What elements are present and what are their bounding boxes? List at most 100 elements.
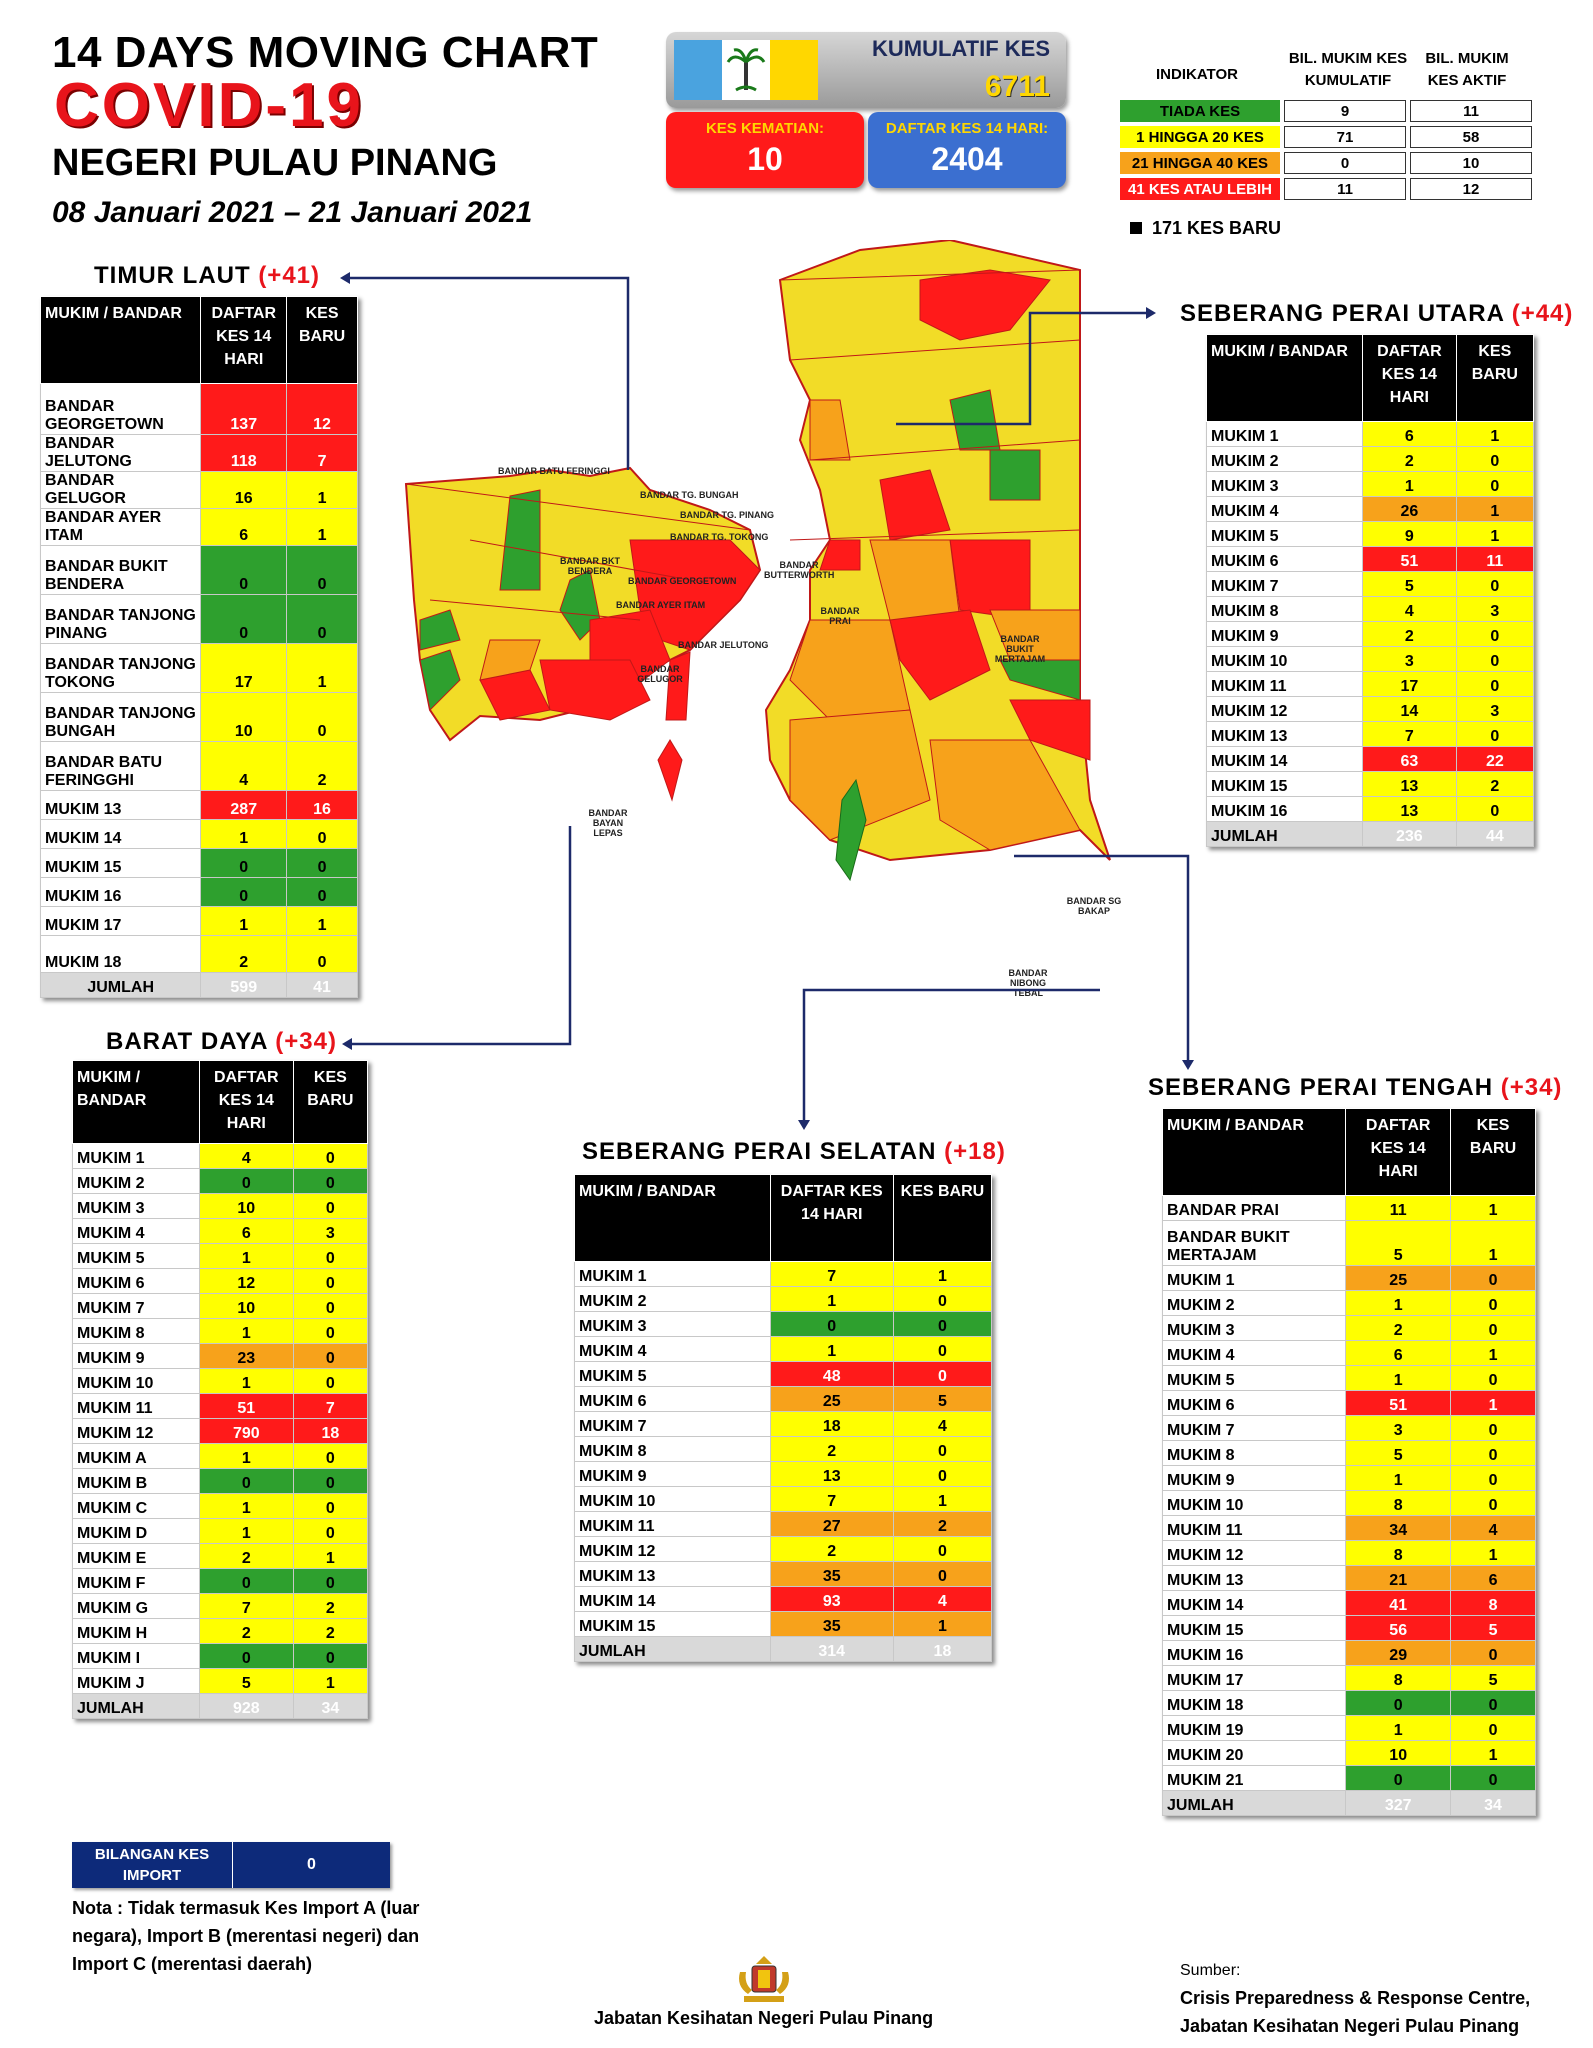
- indicator-table: TIADA KES 9 11 1 HINGGA 20 KES 71 58 21 HINGGA…: [1116, 96, 1536, 204]
- table-row: MUKIM 5 48 0: [574, 1361, 993, 1387]
- row-name: MUKIM 4: [72, 1218, 200, 1244]
- row-kes-baru: 0: [292, 1643, 369, 1669]
- row-kes-baru: 0: [892, 1286, 993, 1312]
- table-header: MUKIM / BANDAR DAFTAR KES 14 HARI KES BARU: [72, 1060, 369, 1144]
- table-row: MUKIM 19 1 0: [1161, 1715, 1536, 1741]
- row-kes-baru: 0: [1450, 1640, 1536, 1666]
- indicator-aktif: 10: [1410, 152, 1532, 174]
- row-kes-baru: 8: [1450, 1590, 1536, 1616]
- timur-laut-plus: (+41): [258, 262, 321, 289]
- table-header: MUKIM / BANDAR DAFTAR KES 14 HARI KES BARU: [1161, 1108, 1536, 1196]
- table-header: MUKIM / BANDAR DAFTAR KES 14 HARI KES BARU: [574, 1174, 993, 1262]
- row-daftar-14-hari: 51: [1345, 1390, 1452, 1416]
- row-name: MUKIM 1: [1205, 421, 1364, 447]
- table-row: MUKIM 11 27 2: [574, 1511, 993, 1537]
- total-daftar: 599: [200, 972, 288, 998]
- row-daftar-14-hari: 2: [198, 1618, 294, 1644]
- sps-title: SEBERANG PERAI SELATAN (+18): [582, 1138, 1006, 1166]
- row-name: MUKIM 13: [1161, 1565, 1347, 1591]
- column-header: KES BARU: [1455, 334, 1535, 422]
- table-row: BANDAR PRAI 11 1: [1161, 1195, 1536, 1221]
- row-kes-baru: 3: [1455, 696, 1535, 722]
- row-daftar-14-hari: 7: [198, 1593, 294, 1619]
- total-row: JUMLAH 314 18: [574, 1636, 993, 1662]
- table-row: MUKIM 13 21 6: [1161, 1565, 1536, 1591]
- column-header: KES BARU: [1450, 1108, 1536, 1196]
- row-kes-baru: 1: [892, 1486, 993, 1512]
- row-name: MUKIM G: [72, 1593, 200, 1619]
- new-cases-label: 171 KES BARU: [1152, 218, 1282, 238]
- total-label: JUMLAH: [574, 1636, 771, 1662]
- row-daftar-14-hari: 0: [200, 594, 288, 644]
- row-daftar-14-hari: 1: [769, 1336, 894, 1362]
- row-name: BANDAR PRAI: [1161, 1195, 1347, 1221]
- row-name: BANDAR GELUGOR: [39, 471, 202, 509]
- row-daftar-14-hari: 0: [1345, 1690, 1452, 1716]
- row-daftar-14-hari: 1: [1345, 1290, 1452, 1316]
- total-kes-baru: 18: [892, 1636, 993, 1662]
- row-kes-baru: 0: [292, 1443, 369, 1469]
- table-row: MUKIM 12 14 3: [1205, 696, 1535, 722]
- covid-title: COVID-19: [54, 71, 364, 140]
- row-kes-baru: 0: [1450, 1365, 1536, 1391]
- row-name: MUKIM 2: [574, 1286, 771, 1312]
- row-daftar-14-hari: 3: [1362, 646, 1457, 672]
- footer-source-1: Crisis Preparedness & Response Centre,: [1180, 1988, 1531, 2008]
- row-daftar-14-hari: 41: [1345, 1590, 1452, 1616]
- indikator-header: INDIKATOR: [1156, 66, 1238, 83]
- row-name: MUKIM 6: [1205, 546, 1364, 572]
- table-row: MUKIM 16 13 0: [1205, 796, 1535, 822]
- row-kes-baru: 2: [292, 1618, 369, 1644]
- row-daftar-14-hari: 17: [200, 643, 288, 693]
- row-daftar-14-hari: 13: [769, 1461, 894, 1487]
- row-kes-baru: 1: [1455, 496, 1535, 522]
- row-daftar-14-hari: 29: [1345, 1640, 1452, 1666]
- row-name: MUKIM 17: [1161, 1665, 1347, 1691]
- row-daftar-14-hari: 9: [1362, 521, 1457, 547]
- row-name: MUKIM 4: [1205, 496, 1364, 522]
- barat-daya-table: MUKIM / BANDAR DAFTAR KES 14 HARI KES BARU…: [72, 1060, 369, 1719]
- table-row: BANDAR TANJONG BUNGAH 10 0: [39, 692, 358, 742]
- map-label-tg-pinang: BANDAR TG. PINANG: [680, 510, 774, 520]
- row-daftar-14-hari: 4: [200, 741, 288, 791]
- row-name: MUKIM 10: [1205, 646, 1364, 672]
- row-daftar-14-hari: 137: [200, 383, 288, 435]
- row-name: BANDAR BATU FERINGGHI: [39, 741, 202, 791]
- row-name: MUKIM 2: [72, 1168, 200, 1194]
- footer-sumber: Sumber:: [1180, 1962, 1241, 1979]
- row-kes-baru: 0: [292, 1268, 369, 1294]
- row-daftar-14-hari: 1: [1345, 1365, 1452, 1391]
- row-kes-baru: 0: [286, 848, 358, 878]
- row-daftar-14-hari: 2: [1362, 621, 1457, 647]
- row-kes-baru: 1: [292, 1668, 369, 1694]
- column-header: KES BARU: [286, 296, 358, 384]
- connector-timur-laut: [350, 276, 630, 470]
- row-daftar-14-hari: 10: [198, 1293, 294, 1319]
- state-title: NEGERI PULAU PINANG: [52, 142, 498, 184]
- row-daftar-14-hari: 13: [1362, 796, 1457, 822]
- row-name: MUKIM 13: [574, 1561, 771, 1587]
- table-row: MUKIM 12 2 0: [574, 1536, 993, 1562]
- indicator-row: TIADA KES 9 11: [1120, 100, 1532, 122]
- table-row: MUKIM 12 790 18: [72, 1418, 369, 1444]
- row-name: MUKIM 3: [1161, 1315, 1347, 1341]
- row-kes-baru: 0: [1455, 471, 1535, 497]
- row-name: MUKIM 8: [574, 1436, 771, 1462]
- table-row: BANDAR AYER ITAM 6 1: [39, 508, 358, 546]
- table-row: MUKIM 14 93 4: [574, 1586, 993, 1612]
- row-daftar-14-hari: 0: [1345, 1765, 1452, 1791]
- row-name: MUKIM 15: [574, 1611, 771, 1637]
- row-kes-baru: 0: [292, 1243, 369, 1269]
- row-kes-baru: 5: [892, 1386, 993, 1412]
- row-daftar-14-hari: 0: [198, 1643, 294, 1669]
- total-label: JUMLAH: [72, 1693, 200, 1719]
- row-kes-baru: 4: [1450, 1515, 1536, 1541]
- row-kes-baru: 0: [1450, 1290, 1536, 1316]
- row-name: MUKIM 7: [72, 1293, 200, 1319]
- sps-name: SEBERANG PERAI SELATAN: [582, 1138, 937, 1165]
